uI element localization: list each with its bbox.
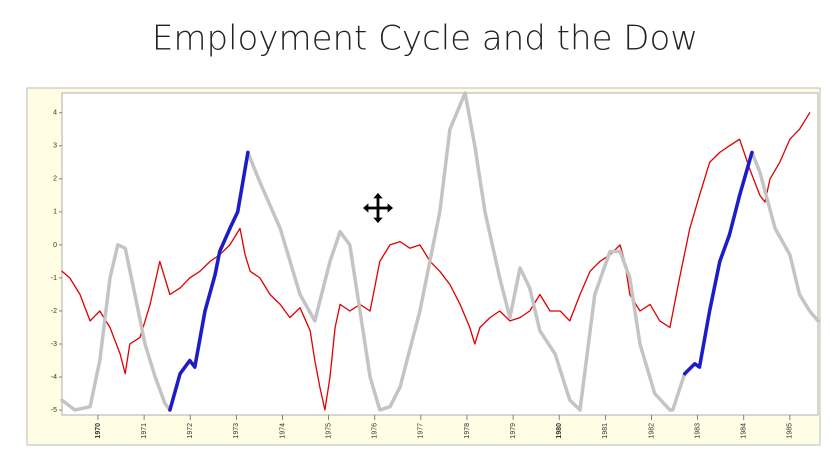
- x-tick-label: 1980: [556, 423, 563, 439]
- x-tick-label: 1979: [510, 423, 517, 439]
- series-line: [682, 150, 754, 376]
- series-line: [168, 150, 250, 412]
- x-tick-label: 1973: [233, 423, 240, 439]
- x-tick-label: 1985: [787, 423, 794, 439]
- x-tick-label: 1982: [648, 423, 655, 439]
- y-tick-label: 1: [53, 209, 57, 216]
- x-tick-label: 1981: [602, 423, 609, 439]
- y-tick-label: 0: [53, 242, 57, 249]
- y-tick-label: 2: [53, 176, 57, 183]
- x-tick-label: 1970: [95, 423, 102, 439]
- x-tick-label: 1984: [741, 423, 748, 439]
- y-tick-label: 4: [53, 110, 57, 117]
- y-tick-label: -5: [51, 407, 57, 414]
- x-tick-label: 1983: [694, 423, 701, 439]
- plot: -5 -4 -3 -2 -1 0 1 2 3 4 1970 1971 1972 1973 1974 1975 1…: [51, 91, 820, 439]
- y-tick-label: -2: [51, 308, 57, 315]
- x-tick-label: 1978: [464, 423, 471, 439]
- x-tick-label: 1977: [418, 423, 425, 439]
- x-tick-label: 1971: [141, 423, 148, 439]
- plot-area: [61, 92, 819, 416]
- x-tick-label: 1975: [325, 423, 332, 439]
- y-tick-label: -3: [51, 341, 57, 348]
- move-cursor: [361, 191, 395, 225]
- x-tick-label: 1972: [187, 423, 194, 439]
- y-tick-label: -1: [51, 275, 57, 282]
- chart-title: Employment Cycle and the Dow: [152, 19, 698, 59]
- x-tick-label: 1976: [372, 423, 379, 439]
- y-tick-label: 3: [53, 143, 57, 150]
- series-line: [61, 112, 811, 411]
- x-tick-label: 1974: [279, 423, 286, 439]
- y-tick-label: -4: [51, 374, 57, 381]
